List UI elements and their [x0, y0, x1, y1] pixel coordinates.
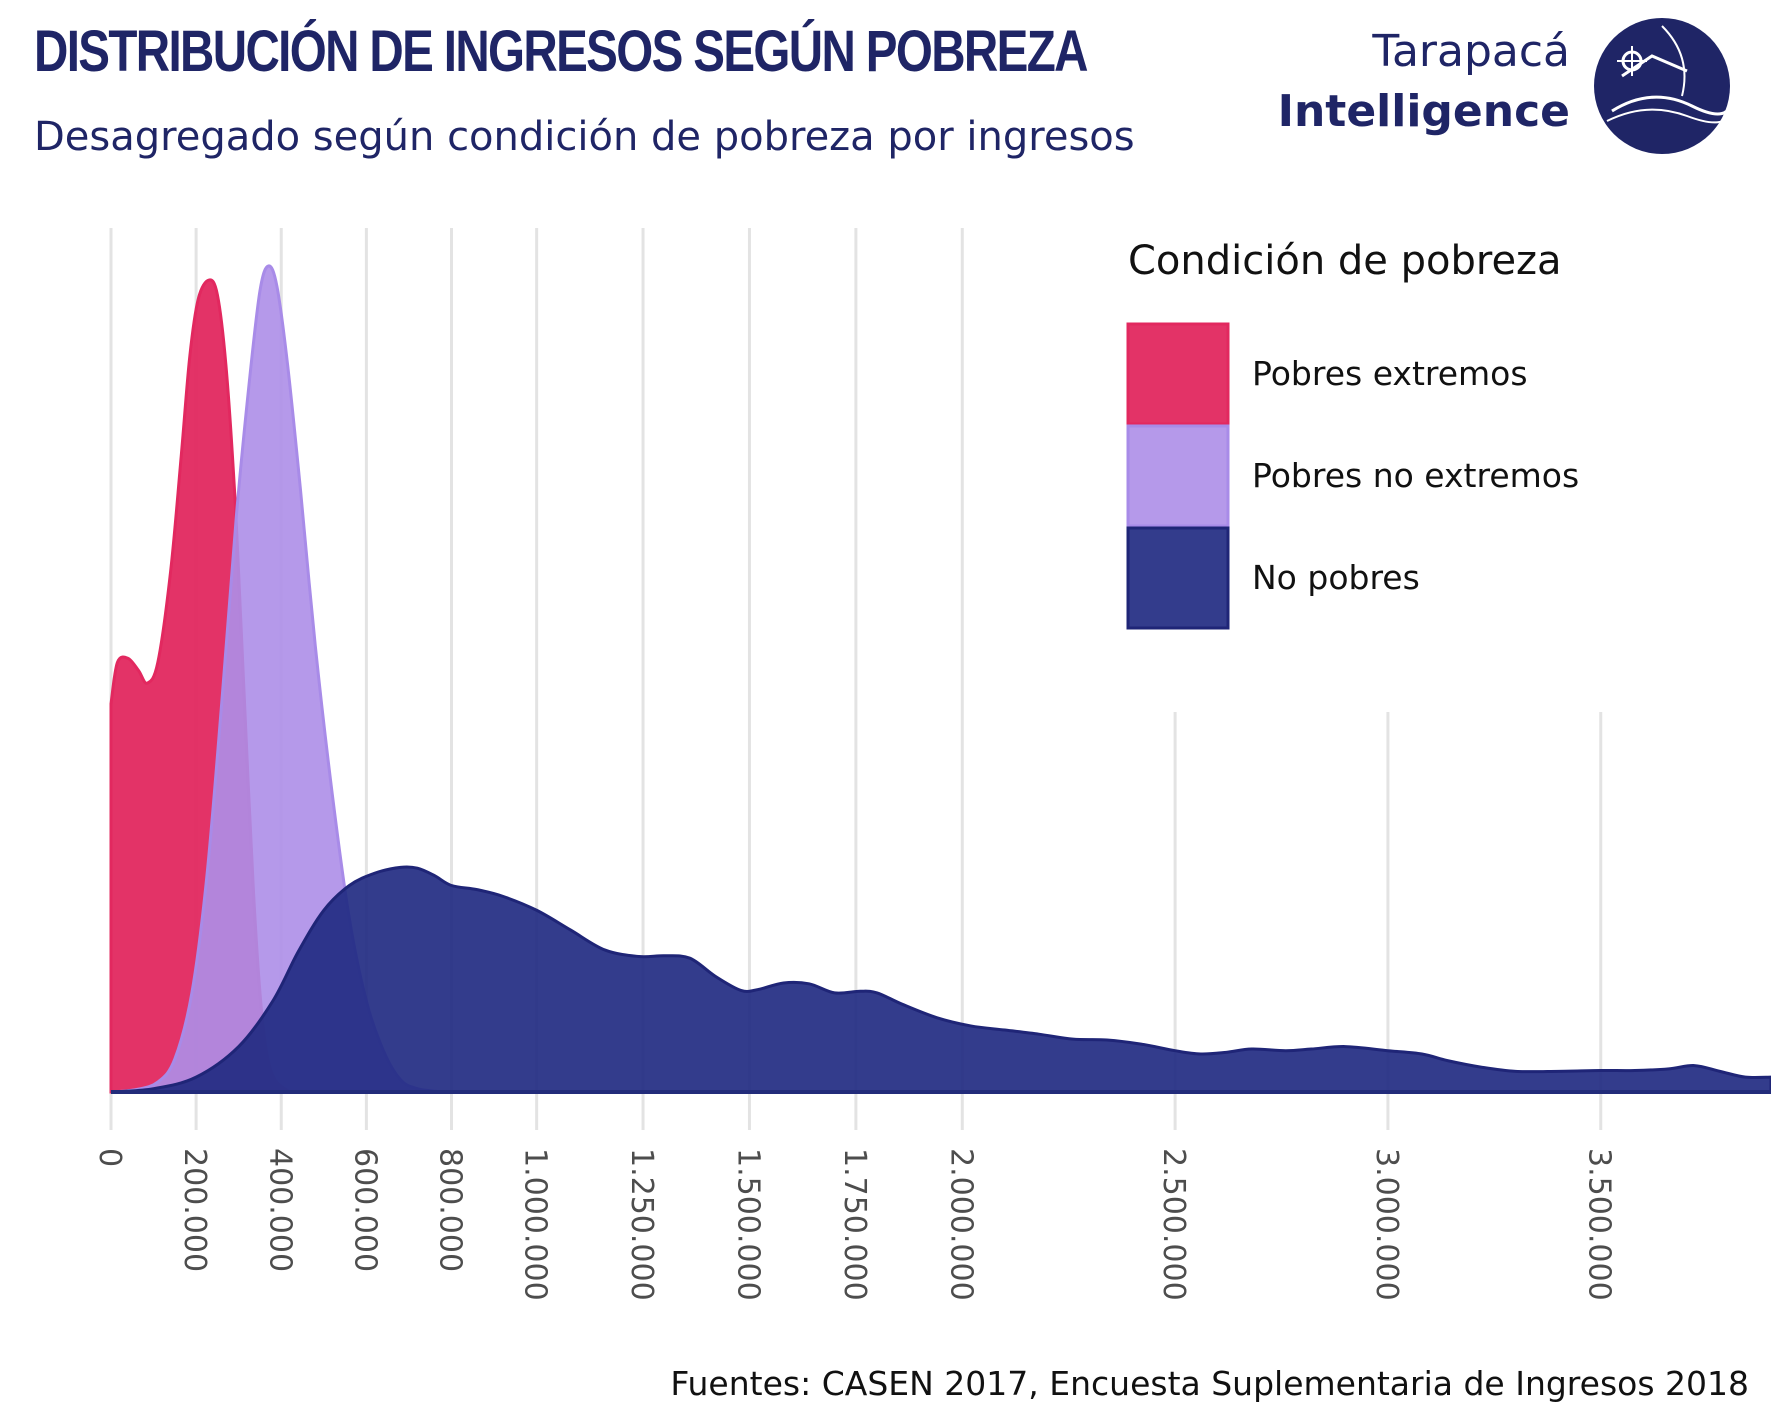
x-tick-label: 0	[92, 1148, 127, 1167]
x-tick-label: 1.750.000	[837, 1148, 872, 1301]
legend: Condición de pobreza Pobres extremosPobr…	[1126, 238, 1579, 630]
logo-text-line1: Tarapacá	[1372, 26, 1570, 77]
brand-logo: Tarapacá Intelligence	[1277, 16, 1760, 156]
x-tick-label: 1.000.000	[518, 1148, 553, 1301]
x-tick-label: 200.000	[177, 1148, 212, 1272]
chart-title: DISTRIBUCIÓN DE INGRESOS SEGÚN POBREZA	[34, 19, 1088, 84]
legend-title: Condición de pobreza	[1128, 238, 1562, 284]
density-areas	[109, 264, 1771, 1094]
legend-swatch	[1126, 424, 1230, 528]
globe-logo-icon	[1594, 18, 1732, 154]
x-tick-label: 800.000	[433, 1148, 468, 1272]
x-tick-label: 1.500.000	[730, 1148, 765, 1301]
x-tick-label: 1.250.000	[624, 1148, 659, 1301]
legend-label: Pobres extremos	[1252, 354, 1528, 393]
x-tick-label: 3.500.000	[1582, 1148, 1617, 1301]
legend-items: Pobres extremos Pobres no extremos No pobr…	[1126, 322, 1579, 630]
density-area-no-pobres	[110, 865, 1771, 1094]
x-tick-label: 600.000	[347, 1148, 382, 1272]
logo-text-line2: Intelligence	[1277, 86, 1570, 137]
legend-label: No pobres	[1252, 558, 1420, 597]
chart-subtitle: Desagregado según condición de pobreza p…	[34, 114, 1135, 160]
legend-label: Pobres no extremos	[1252, 456, 1579, 495]
x-tick-label: 2.500.000	[1156, 1148, 1191, 1301]
legend-swatch	[1126, 526, 1230, 630]
x-tick-label: 400.000	[262, 1148, 297, 1272]
x-tick-label: 3.000.000	[1369, 1148, 1404, 1301]
source-note: Fuentes: CASEN 2017, Encuesta Suplementa…	[670, 1364, 1749, 1403]
x-tick-label: 2.000.000	[943, 1148, 978, 1301]
legend-swatch	[1126, 322, 1230, 426]
x-axis-tick-labels: 0 200.000 400.000 600.000 800.000 1.000.000 1.…	[92, 1148, 1617, 1301]
